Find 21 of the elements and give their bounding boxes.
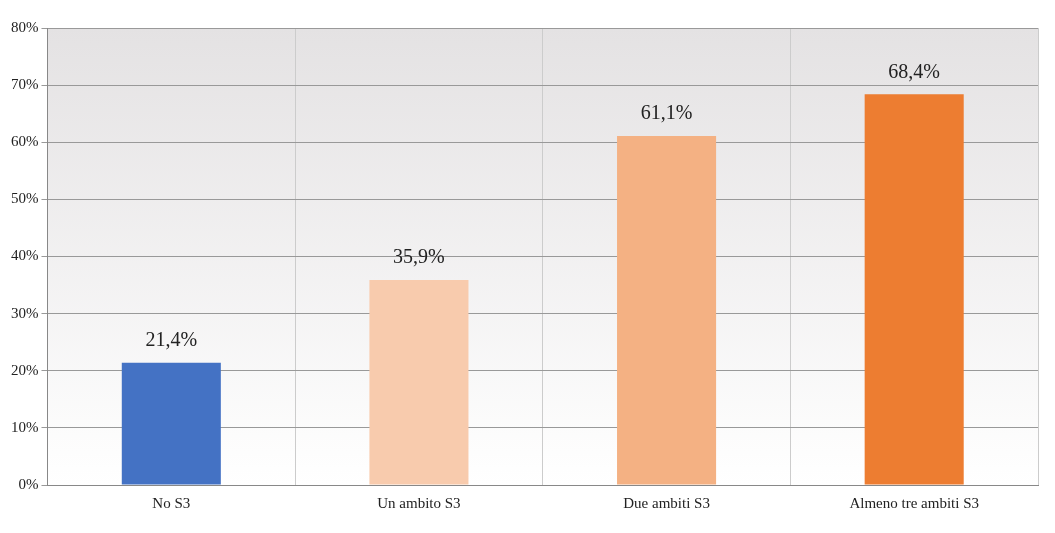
x-tick-label: Almeno tre ambiti S3 [849,494,979,511]
y-tick-label: 0% [18,475,39,492]
data-label: 68,4% [888,59,941,82]
y-tick-label: 30% [11,304,39,321]
y-tick-label: 10% [11,418,39,435]
x-tick-label: Un ambito S3 [377,494,461,511]
x-tick-label: No S3 [152,494,191,511]
data-label: 21,4% [145,328,198,350]
y-tick-label: 50% [11,190,39,207]
bar [369,279,469,485]
y-tick-label: 80% [11,18,39,35]
y-tick-label: 20% [11,361,39,378]
bar [617,135,717,485]
bar [864,94,964,485]
x-tick-label: Due ambiti S3 [623,494,710,511]
y-tick-label: 70% [11,76,39,93]
y-tick-label: 60% [11,133,39,150]
y-tick-label: 40% [11,247,39,264]
bar [121,362,221,485]
data-label: 35,9% [393,245,445,268]
data-label: 61,1% [640,101,693,124]
